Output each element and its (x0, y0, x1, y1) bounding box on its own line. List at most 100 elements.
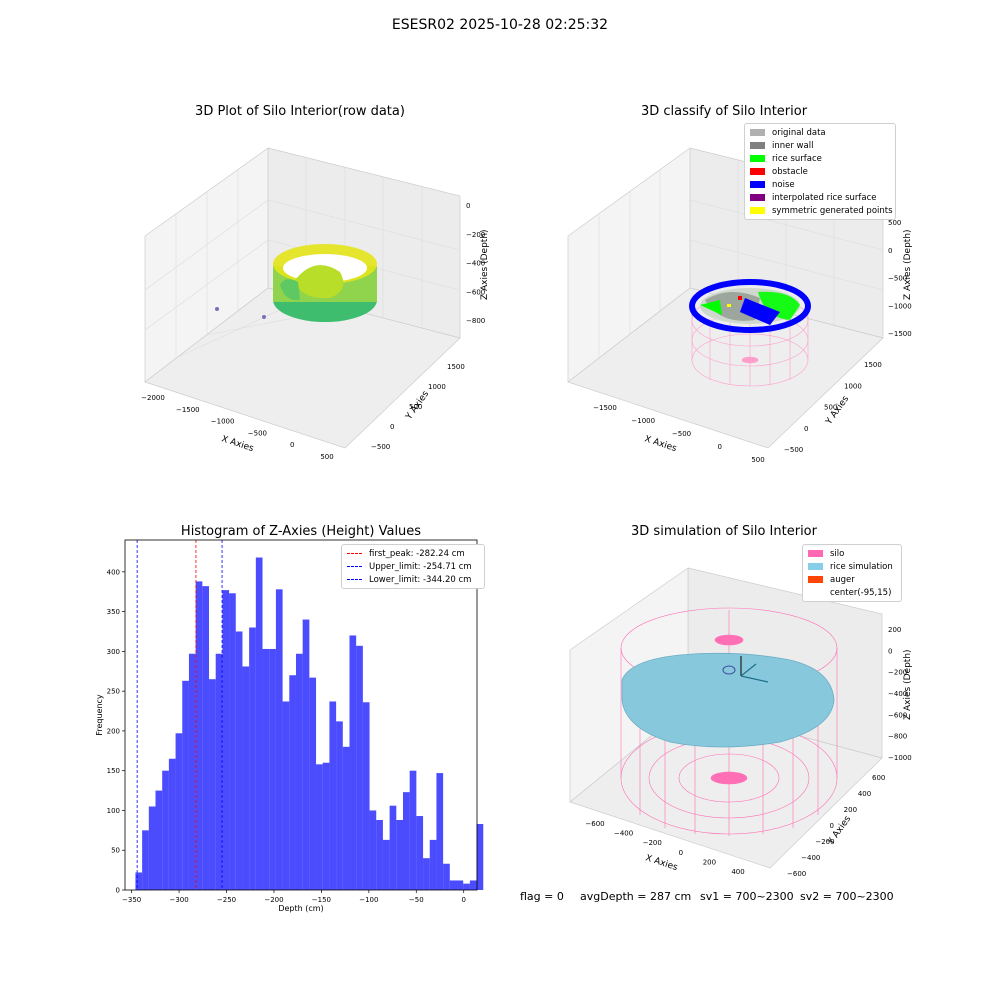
histogram-bar (329, 701, 337, 890)
simulation-legend-swatch (808, 589, 823, 596)
histogram-bar (416, 816, 424, 890)
histogram-bar (295, 653, 303, 890)
simulation-legend-swatch (808, 550, 823, 557)
classify-z-tick-label: 0 (888, 247, 892, 255)
histogram-x-tick-label: −250 (217, 896, 236, 904)
classify-y-tick-label: 1000 (844, 382, 862, 390)
histogram-title: Histogram of Z-Axies (Height) Values (180, 524, 422, 539)
figure-title: ESESR02 2025-10-28 02:25:32 (391, 17, 609, 33)
classify-y-tick-label: 0 (804, 425, 808, 433)
histogram-bar (282, 701, 290, 890)
classify-x-tick-label: 500 (751, 456, 764, 464)
histogram-y-label: Frequency (95, 694, 104, 736)
raw-x-tick-label: 0 (290, 441, 294, 449)
classify-legend-label: noise (772, 179, 795, 190)
classify-legend-label: obstacle (772, 166, 808, 177)
raw-z-tick-label: −400 (466, 260, 485, 268)
histogram-bar (262, 648, 270, 890)
histogram-bar (195, 581, 203, 890)
simulation-plot-title: 3D simulation of Silo Interior (631, 524, 817, 539)
histogram-reference-lines (136, 540, 223, 890)
histogram-bar (443, 863, 450, 890)
simulation-x-tick-label: −200 (643, 839, 662, 847)
simulation-y-tick-label: 0 (830, 822, 834, 830)
simulation-legend: silo rice simulation auger center(-95,15) (802, 544, 902, 602)
raw-x-tick-labels: −2000 −1500 −1000 −500 0 500 (141, 394, 334, 461)
simulation-y-tick-label: 200 (844, 806, 857, 814)
classify-z-tick-label: 500 (888, 219, 901, 227)
raw-rice-ring (215, 244, 377, 322)
classify-legend-swatch (750, 155, 765, 162)
histogram-bar (436, 773, 444, 890)
simulation-legend-entry: silo (808, 547, 896, 560)
simulation-legend-label: rice simulation (830, 561, 893, 572)
histogram-bar (309, 677, 317, 890)
classify-legend-label: interpolated rice surface (772, 192, 877, 203)
simulation-legend-entry: center(-95,15) (808, 586, 896, 599)
histogram-legend-line (347, 579, 362, 580)
raw-y-tick-label: 0 (390, 423, 394, 431)
histogram-bar (222, 590, 230, 890)
histogram-axes-frame (124, 539, 478, 891)
histogram-bar (356, 645, 363, 890)
classify-legend-entry: original data (750, 126, 890, 139)
histogram-bar (249, 627, 256, 890)
simulation-z-tick-label: 0 (888, 647, 892, 655)
raw-y-tick-labels: −500 0 500 1000 1500 (371, 363, 465, 451)
simulation-legend-label: silo (830, 548, 845, 559)
classify-legend-entry: inner wall (750, 139, 890, 152)
histogram-bar (376, 820, 383, 890)
histogram-bar (148, 806, 156, 890)
simulation-z-label: Z Axies (Depth) (903, 649, 913, 720)
simulation-z-tick-label: −1000 (888, 754, 912, 762)
raw-y-tick-label: −500 (371, 443, 390, 451)
classify-legend-label: original data (772, 127, 826, 138)
simulation-z-tick-label: −200 (888, 669, 907, 677)
raw-x-tick-label: −1500 (176, 406, 200, 414)
classify-legend-entry: obstacle (750, 165, 890, 178)
histogram-x-tick-label: −200 (264, 896, 283, 904)
classify-z-label: Z Axies (Depth) (903, 229, 913, 300)
simulation-z-tick-label: 200 (888, 626, 901, 634)
histogram-bar (188, 653, 196, 890)
histogram-bar (349, 635, 357, 890)
histogram-legend-entry: first_peak: -282.24 cm (347, 547, 479, 560)
classify-legend-label: rice surface (772, 153, 822, 164)
histogram-bar (142, 830, 149, 890)
raw-z-tick-label: −600 (466, 288, 485, 296)
classify-legend-swatch (750, 142, 765, 149)
histogram-legend-label: Lower_limit: -344.20 cm (369, 574, 472, 585)
histogram-bar (362, 702, 370, 890)
histogram-x-label: Depth (cm) (278, 904, 323, 913)
histogram-x-tick-label: −300 (169, 896, 188, 904)
simulation-x-tick-label: 200 (703, 858, 716, 866)
classify-points (689, 279, 811, 333)
classify-x-tick-labels: −1500 −1000 −500 0 500 (593, 404, 765, 464)
simulation-y-tick-label: −600 (787, 870, 806, 878)
classify-legend-swatch (750, 129, 765, 136)
classify-legend-entry: noise (750, 178, 890, 191)
histogram-y-tick-label: 350 (107, 608, 120, 616)
simulation-z-tick-label: −400 (888, 690, 907, 698)
histogram-legend-line (347, 553, 362, 554)
histogram-bar (476, 823, 484, 890)
histogram-bar (155, 790, 163, 890)
classify-legend-entry: rice surface (750, 152, 890, 165)
histogram-bar (202, 586, 210, 890)
classify-y-tick-label: 1500 (864, 361, 882, 369)
histogram-bar (316, 764, 323, 890)
classify-z-tick-label: −1500 (888, 330, 912, 338)
histogram-bar (342, 746, 350, 890)
classify-y-tick-label: −500 (784, 446, 803, 454)
histogram-y-tick-label: 300 (107, 648, 120, 656)
simulation-legend-swatch (808, 563, 823, 570)
histogram-y-tick-label: 50 (111, 847, 120, 855)
histogram-bar (229, 593, 236, 890)
raw-z-tick-label: 0 (466, 202, 470, 210)
raw-y-tick-label: 1500 (447, 363, 465, 371)
histogram-legend: first_peak: -282.24 cm Upper_limit: -254.… (341, 544, 485, 589)
simulation-x-tick-label: 400 (731, 868, 744, 876)
raw-z-tick-labels: 0 −200 −400 −600 −800 (466, 202, 485, 325)
